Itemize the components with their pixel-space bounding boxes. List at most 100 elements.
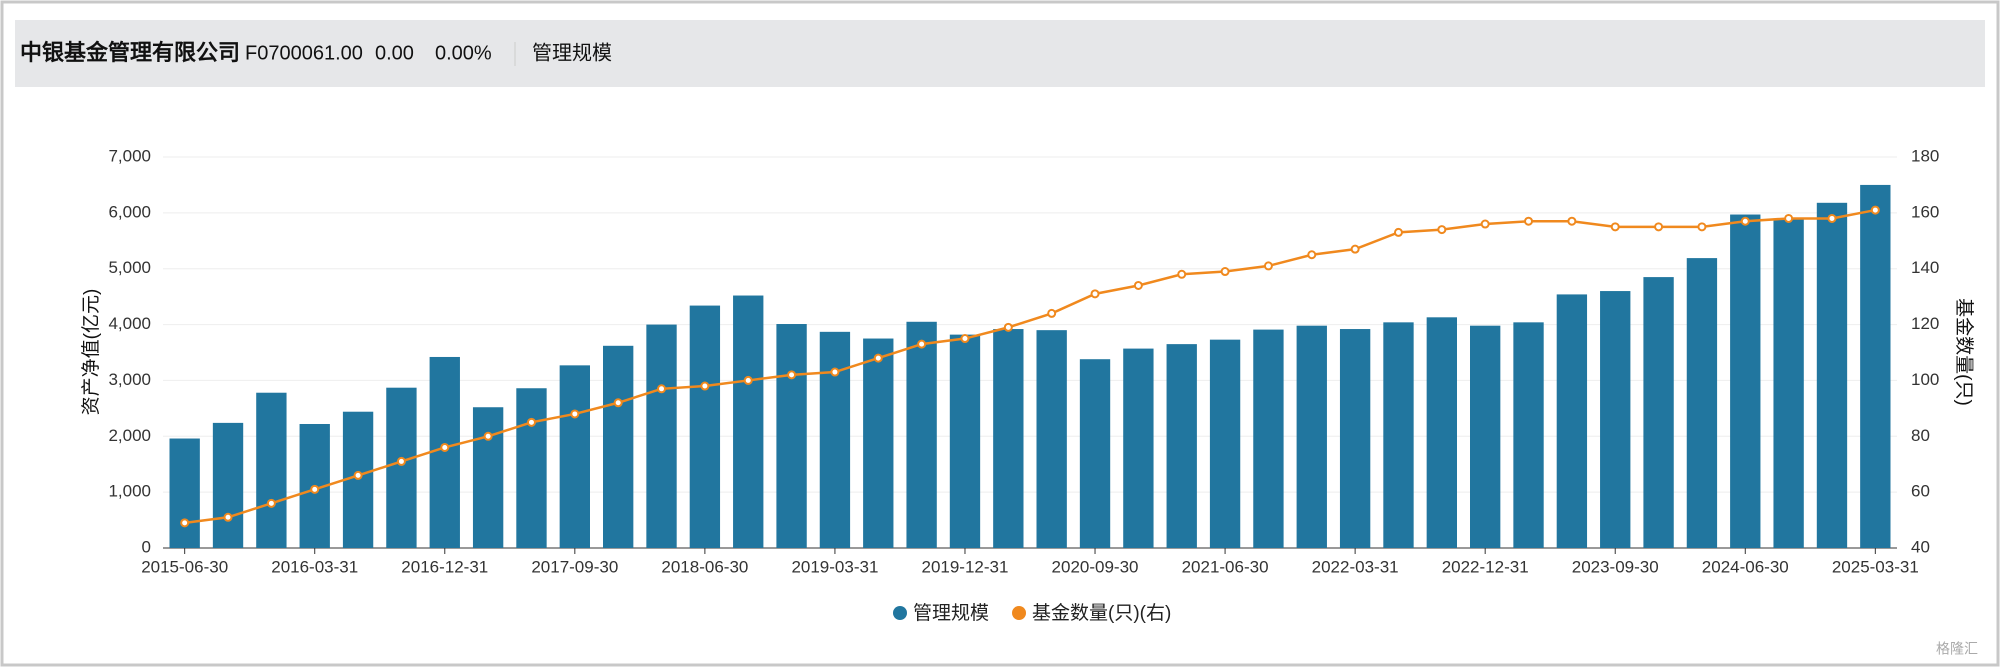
bar [516, 388, 547, 548]
bar [1513, 322, 1544, 548]
line-point [1870, 205, 1880, 215]
line-point [440, 442, 450, 452]
bar [603, 345, 634, 548]
line-point [1133, 280, 1143, 290]
bar [1556, 294, 1588, 548]
legend-label: 管理规模 [913, 602, 989, 624]
line-point [613, 398, 623, 408]
bar [1686, 258, 1718, 548]
y-tick-label: 2,000 [108, 426, 151, 445]
line-point [1480, 219, 1490, 229]
y-tick-label: 3,000 [108, 370, 151, 389]
line-point [1263, 261, 1273, 271]
y-axis-label: 资产净值(亿元) [80, 289, 102, 416]
y2-tick-label: 180 [1911, 146, 1939, 165]
y2-tick-label: 120 [1911, 314, 1939, 333]
line-point [1003, 322, 1013, 332]
bar [1426, 317, 1457, 548]
line-point [223, 512, 233, 522]
bar [1383, 322, 1414, 548]
change-pct: 0.00% [435, 42, 492, 64]
line-point [1697, 222, 1707, 232]
bar [256, 392, 287, 548]
line-point [960, 334, 970, 344]
y-tick-label: 6,000 [108, 202, 151, 221]
legend-marker [893, 606, 907, 620]
bar [1773, 218, 1804, 548]
line-point [526, 417, 536, 427]
bar [949, 334, 981, 548]
line-point [830, 367, 840, 377]
y2-tick-label: 140 [1911, 258, 1939, 277]
bar [1470, 325, 1501, 548]
x-tick-label: 2023-09-30 [1572, 557, 1659, 576]
bar [386, 387, 417, 548]
bar [472, 407, 504, 548]
change: 0.00 [375, 42, 414, 64]
bar [1730, 214, 1761, 549]
line-point [570, 409, 580, 419]
bar [1339, 329, 1371, 548]
watermark: 格隆汇 [1936, 641, 1978, 657]
bar [1860, 184, 1891, 548]
bar [993, 329, 1024, 548]
bar [906, 321, 937, 548]
line-point [353, 470, 363, 480]
line-point [657, 384, 667, 394]
header-bar [15, 20, 1985, 87]
bar [1816, 202, 1848, 548]
bar [1209, 339, 1241, 548]
line-point [396, 456, 406, 466]
x-tick-label: 2017-09-30 [531, 557, 618, 576]
tab[interactable]: 管理规模 [532, 41, 612, 64]
line-point [1567, 216, 1577, 226]
x-tick-label: 2021-06-30 [1182, 557, 1269, 576]
bar [689, 305, 721, 548]
y2-tick-label: 160 [1911, 202, 1939, 221]
line-point [1654, 222, 1664, 232]
line-point [787, 370, 797, 380]
bar [776, 324, 807, 548]
legend-label: 基金数量(只)(右) [1032, 602, 1171, 624]
company: 中银基金管理有限公司 [20, 40, 240, 65]
line-point [483, 431, 493, 441]
x-tick-label: 2019-12-31 [921, 557, 1008, 576]
header: 中银基金管理有限公司 F0700061.00 0.00 0.00% 管理规模 [15, 20, 1985, 87]
y2-tick-label: 40 [1911, 537, 1930, 556]
y-tick-label: 0 [142, 537, 151, 556]
y-tick-label: 4,000 [108, 314, 151, 333]
x-tick-label: 2022-03-31 [1312, 557, 1399, 576]
y-tick-label: 5,000 [108, 258, 151, 277]
bar [212, 422, 244, 548]
line-point [1610, 222, 1620, 232]
line-point [1220, 267, 1230, 277]
line-point [743, 375, 753, 385]
bar [863, 338, 894, 548]
legend-marker [1012, 606, 1027, 620]
y2-tick-label: 80 [1911, 426, 1930, 445]
bar [1123, 348, 1154, 548]
line-point [180, 518, 190, 528]
bar [1036, 330, 1067, 548]
y-tick-label: 7,000 [108, 146, 151, 165]
bar [646, 324, 677, 548]
bar [429, 356, 460, 548]
x-tick-label: 2018-06-30 [661, 557, 748, 576]
line-point [1350, 244, 1360, 254]
x-tick-label: 2016-03-31 [271, 557, 358, 576]
x-tick-label: 2019-03-31 [791, 557, 878, 576]
line-point [310, 484, 320, 494]
bar [733, 295, 764, 548]
line-point [1090, 289, 1100, 299]
code: F0700061.00 [245, 42, 363, 64]
bar [1079, 359, 1111, 548]
line-point [700, 381, 710, 391]
x-tick-label: 2025-03-31 [1832, 557, 1919, 576]
line-point [1524, 216, 1534, 226]
line-point [1437, 225, 1447, 235]
x-tick-label: 2024-06-30 [1702, 557, 1789, 576]
line-point [1047, 308, 1057, 318]
line-point [266, 498, 276, 508]
line [184, 208, 1876, 525]
